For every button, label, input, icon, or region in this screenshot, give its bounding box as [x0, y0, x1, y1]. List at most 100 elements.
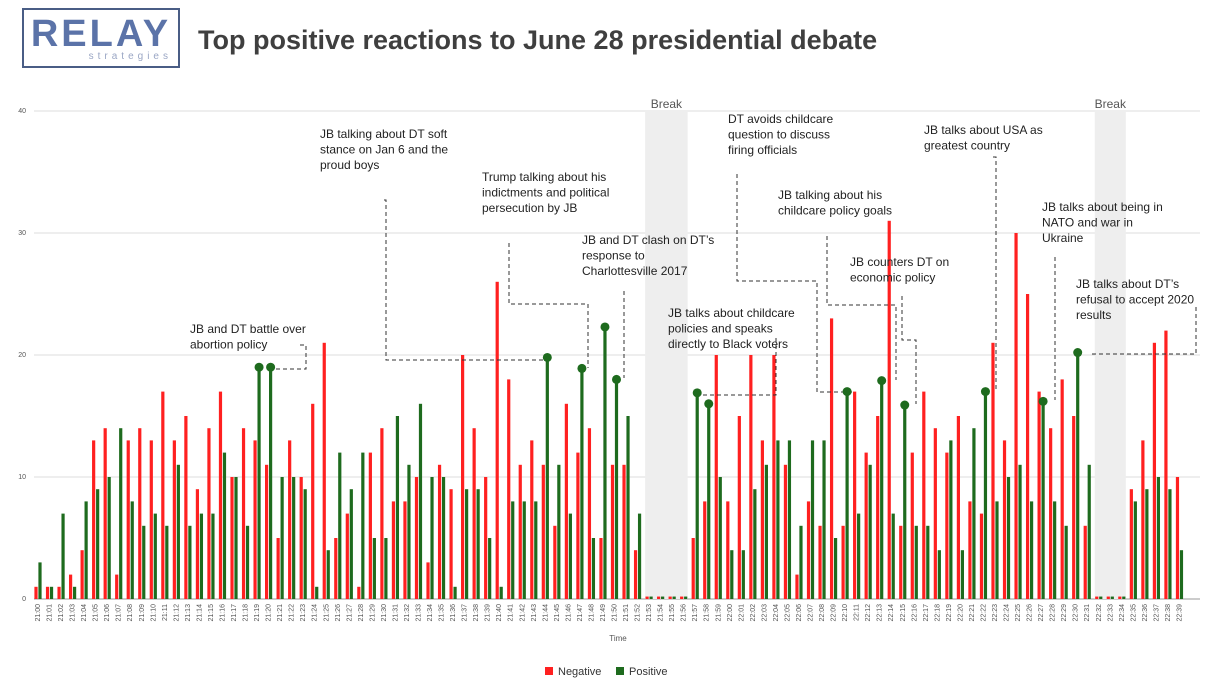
- x-tick-label: 21:12: [173, 604, 180, 622]
- positive-bar-2130: [384, 538, 388, 599]
- negative-bar-2205: [783, 464, 788, 599]
- x-tick-label: 21:10: [150, 604, 157, 622]
- x-tick-label: 21:49: [600, 604, 607, 622]
- negative-bar-2127: [345, 513, 349, 599]
- negative-bar-2126: [334, 538, 338, 599]
- positive-bar-2215: [903, 403, 907, 599]
- legend-label-positive: Positive: [629, 666, 668, 678]
- x-tick-label: 22:15: [900, 604, 907, 622]
- annotations: JB and DT battle over abortion policy JB t…: [190, 112, 1194, 352]
- negative-bar-2212: [864, 452, 868, 599]
- annotation-line: JB talking about DT soft: [320, 127, 448, 141]
- x-tick-label: 22:03: [761, 604, 768, 622]
- x-tick-label: 21:40: [496, 604, 503, 622]
- negative-bar-2121: [276, 538, 280, 599]
- positive-bar-2144: [545, 355, 549, 599]
- annotation-2: JB talking about DT soft stance on Jan 6 …: [320, 127, 448, 172]
- x-tick-label: 21:08: [127, 604, 134, 622]
- positive-bar-2152: [637, 513, 642, 599]
- positive-bar-2225: [1018, 464, 1022, 599]
- x-tick-label: 21:35: [439, 604, 446, 622]
- negative-bar-2119: [253, 440, 257, 599]
- leader-line-6: [736, 174, 855, 393]
- negative-bar-2221: [968, 501, 972, 599]
- positive-bar-2100: [38, 562, 42, 599]
- negative-bar-2156: [680, 596, 684, 599]
- logo-wordmark: RELAY: [30, 13, 172, 55]
- x-tick-label: 22:04: [773, 604, 780, 622]
- negative-bar-2157: [691, 538, 695, 599]
- negative-bar-2224: [1002, 440, 1007, 599]
- negative-bar-2144: [541, 464, 545, 599]
- x-tick-label: 22:17: [923, 604, 930, 622]
- marker-2157: [692, 388, 702, 398]
- negative-bar-2218: [933, 428, 937, 599]
- x-tick-label: 21:51: [623, 604, 630, 622]
- positive-bar-2237: [1156, 477, 1161, 599]
- positive-bar-2200: [730, 550, 734, 599]
- x-tick-label: 22:31: [1084, 604, 1091, 622]
- x-tick-label: 21:36: [450, 604, 457, 622]
- positive-bar-2101: [49, 586, 54, 599]
- y-tick-label: 0: [22, 596, 26, 603]
- negative-bar-2219: [945, 452, 949, 599]
- positive-bar-2139: [488, 538, 492, 599]
- positive-bar-2222: [983, 391, 988, 599]
- x-tick-label: 21:25: [323, 604, 330, 622]
- annotation-line: JB talks about USA as: [924, 123, 1043, 137]
- x-tick-label: 21:15: [208, 604, 215, 622]
- x-tick-label: 21:45: [554, 604, 561, 622]
- negative-bar-2237: [1152, 342, 1157, 599]
- negative-bar-2234: [1118, 596, 1122, 599]
- annotation-5: JB talks about childcare policies and spe…: [668, 306, 795, 351]
- positive-bar-2236: [1145, 489, 1149, 599]
- axes: 0 10 20 30 40 21:00 21:01 21:02 21:03 21:04 21:05 2…: [18, 108, 1183, 622]
- annotation-7: JB talking about his childcare policy goa…: [778, 188, 892, 218]
- negative-bar-2145: [553, 525, 557, 599]
- break-region: [1094, 111, 1126, 599]
- positive-bar-2220: [960, 550, 964, 599]
- positive-bar-2207: [810, 440, 815, 599]
- break-regions: Break Break: [645, 97, 1127, 599]
- positive-bar-2229: [1064, 525, 1068, 599]
- x-tick-label: 21:48: [588, 604, 595, 622]
- x-tick-label: 22:28: [1050, 604, 1057, 622]
- positive-bar-2140: [499, 586, 503, 599]
- negative-bar-2115: [207, 428, 211, 599]
- positive-bar-2212: [868, 464, 872, 599]
- positive-bar-2157: [695, 391, 699, 599]
- positive-bar-2114: [199, 513, 204, 599]
- negative-bar-2154: [657, 596, 661, 599]
- negative-bar-2130: [380, 428, 384, 599]
- annotation-line: firing officials: [728, 143, 797, 157]
- positive-bar-2127: [349, 489, 353, 599]
- annotation-line: JB counters DT on: [850, 255, 949, 269]
- negative-bar-2148: [587, 428, 592, 599]
- x-tick-label: 21:53: [646, 604, 653, 622]
- x-tick-label: 22:27: [1038, 604, 1045, 622]
- x-tick-label: 21:04: [81, 604, 88, 622]
- negative-bar-2149: [599, 538, 603, 599]
- x-tick-label: 21:29: [369, 604, 376, 622]
- annotation-line: NATO and war in: [1042, 216, 1133, 230]
- negative-bar-2123: [299, 477, 303, 599]
- x-tick-label: 21:58: [704, 604, 711, 622]
- negative-bar-2215: [899, 525, 903, 599]
- annotation-leaders: [268, 156, 1197, 404]
- x-tick-label: 21:32: [404, 604, 411, 622]
- x-tick-label: 21:56: [681, 604, 688, 622]
- positive-bar-2128: [361, 452, 365, 599]
- x-tick-label: 21:50: [612, 604, 619, 622]
- marker-2210: [842, 387, 852, 397]
- positive-bar-2142: [522, 501, 526, 599]
- y-tick-label: 30: [18, 230, 26, 237]
- break-label: Break: [651, 97, 683, 111]
- positive-bar-2133: [418, 403, 423, 599]
- x-tick-label: 21:11: [162, 604, 169, 621]
- annotation-line: JB and DT clash on DT’s: [582, 233, 714, 247]
- marker-2230: [1073, 348, 1083, 358]
- leader-line-5: [702, 338, 777, 396]
- annotation-3: Trump talking about his indictments and p…: [482, 170, 609, 215]
- negative-bar-2147: [576, 452, 580, 599]
- negative-bar-2220: [956, 416, 960, 599]
